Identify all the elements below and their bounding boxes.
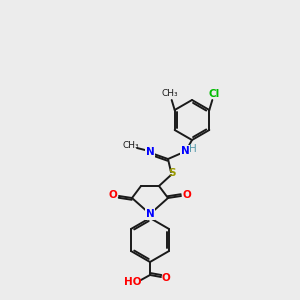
Text: CH₃: CH₃ [123,140,139,149]
Text: O: O [183,190,191,200]
Text: O: O [109,190,117,200]
Text: N: N [146,209,154,219]
Text: H: H [189,144,197,154]
Text: CH₃: CH₃ [161,88,178,98]
Text: Cl: Cl [209,89,220,99]
Text: HO: HO [124,277,142,287]
Text: N: N [146,147,154,157]
Text: N: N [181,146,189,156]
Text: O: O [162,273,170,283]
Text: S: S [168,168,176,178]
